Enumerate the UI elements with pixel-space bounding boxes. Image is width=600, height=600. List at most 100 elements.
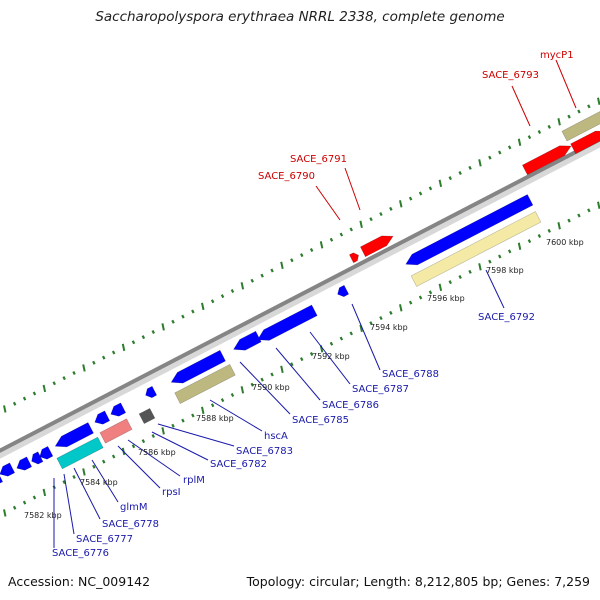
inner-tick [230, 392, 235, 397]
feature-sace-6793 [521, 145, 572, 176]
gene-label: SACE_6793 [482, 70, 539, 81]
outer-tick [507, 145, 512, 150]
feature-d [0, 475, 4, 484]
outer-tick [102, 355, 106, 360]
inner-tick [62, 480, 66, 485]
position-label: 7600 kbp [546, 238, 584, 247]
outer-tick [587, 104, 591, 109]
outer-tick [141, 335, 146, 340]
position-label: 7598 kbp [486, 266, 524, 275]
inner-tick [418, 295, 423, 300]
leader-line [209, 399, 263, 432]
inner-tick [339, 336, 344, 341]
outer-tick [577, 109, 581, 114]
outer-tick [42, 384, 47, 393]
leader-line [117, 445, 161, 489]
tick-marks [3, 97, 600, 517]
outer-tick [329, 237, 334, 242]
position-label: 7588 kbp [196, 414, 234, 423]
gene-label: SACE_6792 [478, 312, 535, 323]
inner-tick [131, 444, 136, 449]
inner-tick [32, 495, 37, 500]
outer-tick [319, 241, 324, 249]
feature-rplm [110, 402, 127, 417]
feature-sace-6792 [410, 211, 542, 287]
outer-tick [171, 319, 175, 324]
inner-tick [290, 362, 294, 367]
inner-tick [82, 468, 86, 476]
backbone-shadow [0, 137, 600, 459]
gene-label: hscA [264, 431, 288, 442]
feature-mycp1 [561, 111, 600, 142]
inner-tick [151, 434, 155, 438]
inner-tick [201, 406, 205, 415]
inner-tick [220, 398, 225, 403]
inner-tick [250, 382, 254, 387]
leader-line [275, 347, 321, 401]
outer-tick [567, 114, 571, 119]
map-title: Saccharopolyspora erythraea NRRL 2338, c… [95, 9, 505, 25]
inner-tick [597, 201, 600, 209]
feature-sace-6777 [56, 436, 104, 470]
outer-tick [458, 171, 462, 176]
outer-tick [22, 396, 27, 401]
leader-line [63, 473, 75, 535]
position-label: 7594 kbp [370, 323, 408, 332]
outer-tick [191, 309, 195, 314]
outer-tick [32, 391, 37, 396]
leader-line [127, 439, 181, 477]
inner-tick [359, 324, 363, 333]
outer-tick [270, 268, 274, 273]
outer-tick [547, 124, 551, 129]
inner-tick [329, 341, 334, 346]
leader-line [555, 59, 577, 109]
position-label: 7592 kbp [312, 352, 350, 361]
gene-label: SACE_6786 [322, 400, 379, 411]
gene-label: SACE_6782 [210, 459, 267, 470]
leader-line [309, 331, 351, 385]
inner-tick [171, 423, 175, 428]
inner-tick [161, 427, 165, 435]
inner-tick [557, 222, 561, 230]
inner-tick [260, 377, 264, 382]
outer-tick [151, 330, 155, 334]
gene-label: SACE_6785 [292, 415, 349, 426]
outer-tick [448, 176, 452, 181]
outer-tick [82, 364, 86, 372]
position-label: 7586 kbp [138, 448, 176, 457]
feature-b [16, 456, 33, 471]
outer-tick [201, 302, 205, 311]
gene-label: SACE_6788 [382, 369, 439, 380]
outer-tick [488, 155, 492, 160]
genome-backbone [0, 137, 600, 459]
position-label: 7596 kbp [427, 294, 465, 303]
outer-tick [12, 401, 17, 406]
inner-tick [191, 413, 195, 418]
inner-tick [141, 439, 146, 444]
inner-tick [458, 275, 462, 280]
position-label: 7584 kbp [80, 478, 118, 487]
position-label: 7582 kbp [24, 511, 62, 520]
outer-tick [369, 217, 373, 222]
inner-tick [438, 283, 443, 291]
outer-tick [428, 186, 433, 191]
outer-tick [349, 227, 353, 232]
outer-tick [478, 159, 482, 167]
outer-tick [418, 191, 423, 196]
inner-tick [42, 488, 47, 497]
inner-tick [587, 208, 591, 213]
feature-sace-6783 [145, 385, 158, 399]
feature-sace-6792-cds [405, 194, 534, 266]
gene-label: mycP1 [540, 50, 574, 61]
feature-a [31, 451, 44, 465]
feature-glmm [99, 418, 133, 444]
outer-tick [557, 118, 561, 126]
inner-tick [389, 310, 393, 315]
leader-line [315, 185, 341, 221]
outer-tick [92, 360, 96, 365]
outer-tick [220, 294, 225, 299]
leader-line [344, 167, 361, 211]
outer-tick [290, 258, 294, 263]
